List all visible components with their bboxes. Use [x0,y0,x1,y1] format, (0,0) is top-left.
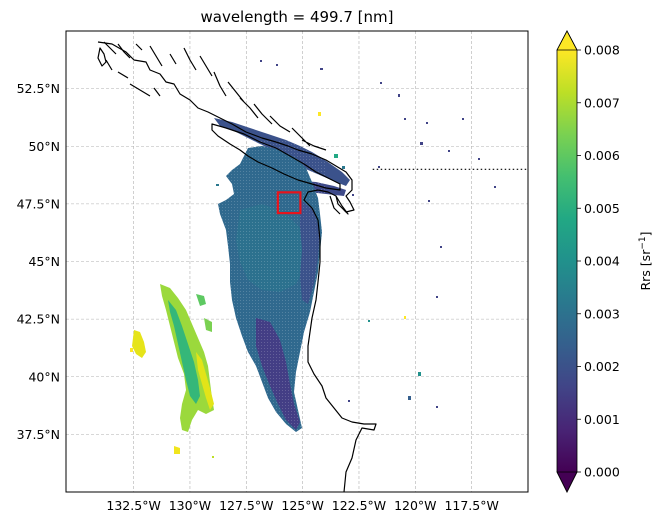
north-coast-islands [103,41,327,151]
latitude-axis: 37.5°N 40°N 42.5°N 45°N 47.5°N 50°N 52.5°N [17,81,60,442]
lat-tick-label: 40°N [28,369,60,384]
mainland-coastline [97,41,377,492]
colorbar-extend-min [556,471,578,493]
region-highlight-box [276,191,302,215]
offshore-patch-mid [204,318,212,332]
lon-tick-label: 117.5°W [444,498,498,513]
lat-tick-label: 50°N [28,139,60,154]
colorbar-extend-max [556,30,578,51]
lat-tick-label: 45°N [28,254,60,269]
colorbar-label: Rrs [sr−1] [638,231,653,290]
colorbar-tick-label: 0.003 [584,306,620,321]
colorbar: 0.000 0.001 0.002 0.003 0.004 0.005 0.006 0.007… [556,30,653,493]
reflectance-data-layer [130,60,496,458]
lon-tick-label: 125°W [281,498,323,513]
vancouver-island-coastline [211,123,341,191]
colorbar-tick-label: 0.002 [584,359,620,374]
colorbar-ticks: 0.000 0.001 0.002 0.003 0.004 0.005 0.006 0.007… [577,43,620,480]
map-title: wavelength = 499.7 [nm] [200,8,393,26]
longitude-axis: 132.5°W 130°W 127.5°W 125°W 122.5°W 120°W 117.… [106,498,498,513]
lon-tick-label: 127.5°W [219,498,273,513]
offshore-patch-north [196,294,206,306]
offshore-bloom-south [174,446,180,454]
puget-sound-coastline [329,195,349,215]
lat-tick-label: 52.5°N [17,81,60,96]
lon-tick-label: 132.5°W [106,498,160,513]
scattered-pixels [130,60,496,458]
lon-tick-label: 130°W [169,498,211,513]
haida-gwaii-coastline [97,47,107,67]
colorbar-tick-label: 0.004 [584,254,620,269]
colorbar-gradient [557,50,577,472]
lat-tick-label: 47.5°N [17,196,60,211]
colorbar-tick-label: 0.005 [584,201,620,216]
coastline [97,41,377,492]
colorbar-tick-label: 0.008 [584,43,620,58]
colorbar-tick-label: 0.006 [584,148,620,163]
lat-tick-label: 42.5°N [17,312,60,327]
plume-texture [215,140,325,435]
lat-tick-label: 37.5°N [17,427,60,442]
offshore-bloom-west [132,330,146,358]
offshore-bloom-green [168,300,200,404]
offshore-bloom-yellow-edge [196,352,214,410]
colorbar-tick-label: 0.007 [584,95,620,110]
map-frame [65,30,529,493]
colorbar-tick-label: 0.000 [584,465,620,480]
lon-tick-label: 122.5°W [332,498,386,513]
lon-tick-label: 120°W [394,498,436,513]
colorbar-tick-label: 0.001 [584,412,620,427]
